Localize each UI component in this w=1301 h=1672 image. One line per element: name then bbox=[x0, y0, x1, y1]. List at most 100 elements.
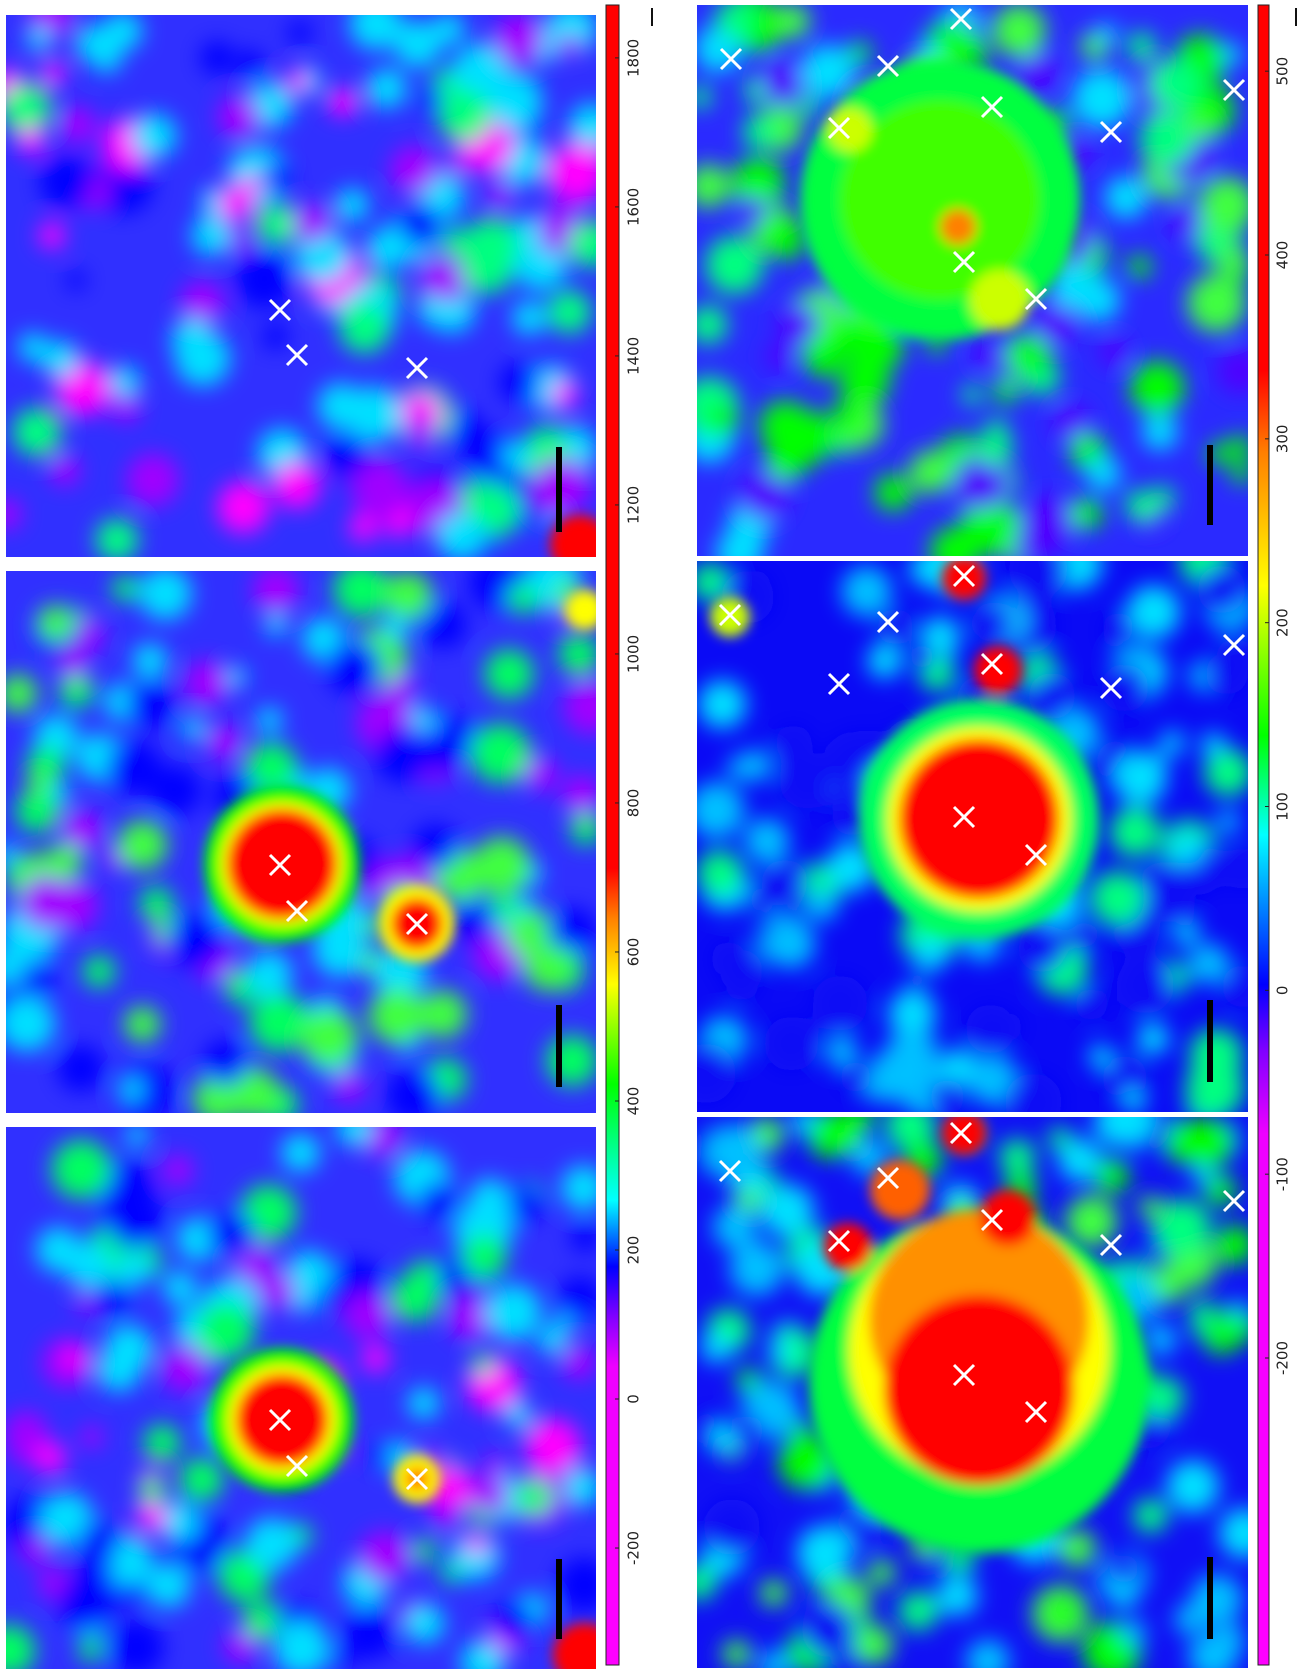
noise-blob bbox=[551, 381, 578, 408]
noise-blob bbox=[547, 1035, 598, 1086]
noise-blob bbox=[1089, 1045, 1112, 1068]
noise-blob bbox=[1189, 944, 1229, 984]
noise-blob bbox=[180, 1458, 224, 1502]
noise-blob bbox=[491, 894, 516, 919]
colorbar-tick-label: 1200 bbox=[625, 486, 643, 524]
colorbar bbox=[606, 5, 619, 1665]
noise-blob bbox=[930, 1079, 965, 1114]
noise-blob bbox=[42, 341, 78, 377]
noise-blob bbox=[742, 571, 770, 599]
noise-blob bbox=[203, 1040, 248, 1085]
noise-blob bbox=[563, 1468, 601, 1506]
noise-blob bbox=[779, 753, 835, 809]
noise-blob bbox=[326, 639, 381, 694]
noise-blob bbox=[110, 391, 142, 423]
noise-blob bbox=[697, 850, 743, 896]
noise-blob bbox=[419, 990, 467, 1038]
noise-blob bbox=[1099, 338, 1127, 366]
noise-blob bbox=[701, 1332, 732, 1363]
colorbar-tick-label: 1000 bbox=[625, 635, 643, 673]
image-panel bbox=[0, 548, 618, 1124]
noise-blob bbox=[395, 670, 415, 690]
noise-blob bbox=[1127, 32, 1156, 61]
noise-blob bbox=[362, 1345, 390, 1373]
noise-blob bbox=[433, 1503, 460, 1530]
noise-blob bbox=[21, 962, 56, 997]
noise-blob bbox=[962, 385, 982, 405]
noise-blob bbox=[110, 366, 140, 396]
noise-blob bbox=[107, 740, 162, 795]
noise-blob bbox=[117, 1253, 151, 1287]
noise-blob bbox=[139, 567, 192, 620]
noise-blob bbox=[235, 250, 293, 308]
noise-blob bbox=[1122, 1089, 1145, 1112]
noise-blob bbox=[253, 566, 300, 613]
colorbar-tick-label: 1400 bbox=[625, 337, 643, 375]
noise-blob bbox=[336, 188, 369, 221]
noise-blob bbox=[689, 305, 728, 344]
noise-blob bbox=[840, 1061, 872, 1093]
noise-blob bbox=[1128, 255, 1151, 278]
colorbar-tick-label: 500 bbox=[1274, 57, 1292, 86]
noise-blob bbox=[27, 27, 51, 51]
noise-blob bbox=[688, 782, 744, 838]
noise-blob bbox=[246, 742, 297, 793]
noise-blob bbox=[484, 649, 533, 698]
noise-blob bbox=[124, 1006, 160, 1042]
noise-blob bbox=[386, 1068, 441, 1123]
noise-blob bbox=[235, 50, 264, 79]
noise-blob bbox=[558, 634, 599, 675]
noise-blob bbox=[133, 643, 168, 678]
noise-blob bbox=[367, 68, 407, 108]
noise-blob bbox=[198, 1302, 255, 1359]
noise-blob bbox=[1109, 1554, 1139, 1584]
noise-blob bbox=[1075, 988, 1108, 1021]
noise-blob bbox=[797, 1526, 852, 1581]
noise-blob bbox=[1120, 1619, 1146, 1645]
noise-blob bbox=[1101, 664, 1149, 712]
figure: -200020040060080010001200140016001800-20… bbox=[0, 0, 1301, 1672]
noise-blob bbox=[812, 975, 867, 1030]
noise-blob bbox=[760, 1579, 788, 1607]
noise-blob bbox=[36, 1227, 81, 1272]
noise-blob bbox=[1114, 752, 1167, 805]
colorbar-tick-label: 200 bbox=[1274, 608, 1292, 637]
noise-blob bbox=[1216, 810, 1240, 834]
noise-blob bbox=[993, 378, 1019, 404]
noise-blob bbox=[1065, 1195, 1117, 1247]
noise-blob bbox=[1058, 1529, 1096, 1567]
noise-blob bbox=[749, 888, 774, 913]
noise-blob bbox=[831, 399, 863, 431]
source-blob bbox=[884, 1295, 1074, 1485]
colorbar-tick-label: 100 bbox=[1274, 792, 1292, 821]
noise-blob bbox=[433, 13, 465, 45]
noise-blob bbox=[418, 1182, 457, 1221]
noise-blob bbox=[0, 674, 37, 712]
source-blob bbox=[565, 590, 605, 630]
noise-blob bbox=[1125, 490, 1156, 521]
noise-blob bbox=[1218, 349, 1262, 393]
noise-blob bbox=[37, 605, 74, 642]
noise-blob bbox=[548, 290, 592, 334]
noise-blob bbox=[502, 442, 530, 470]
noise-blob bbox=[119, 1077, 143, 1101]
noise-blob bbox=[1175, 906, 1197, 928]
noise-blob bbox=[162, 1154, 194, 1186]
colorbar-tick-label: 400 bbox=[625, 1087, 643, 1116]
noise-blob bbox=[449, 896, 496, 943]
noise-blob bbox=[1205, 653, 1247, 695]
noise-blob bbox=[1199, 177, 1256, 234]
noise-blob bbox=[78, 24, 117, 63]
colorbar-tick-label: 300 bbox=[1274, 425, 1292, 454]
noise-blob bbox=[1215, 1225, 1255, 1265]
noise-blob bbox=[473, 1354, 494, 1375]
noise-blob bbox=[676, 1043, 736, 1103]
noise-blob bbox=[681, 1565, 717, 1601]
noise-blob bbox=[80, 1426, 103, 1449]
noise-blob bbox=[46, 844, 82, 880]
noise-blob bbox=[788, 1025, 809, 1046]
noise-blob bbox=[0, 996, 55, 1051]
noise-blob bbox=[698, 680, 746, 728]
noise-blob bbox=[49, 455, 80, 486]
colorbar-tick-label: 600 bbox=[625, 938, 643, 967]
